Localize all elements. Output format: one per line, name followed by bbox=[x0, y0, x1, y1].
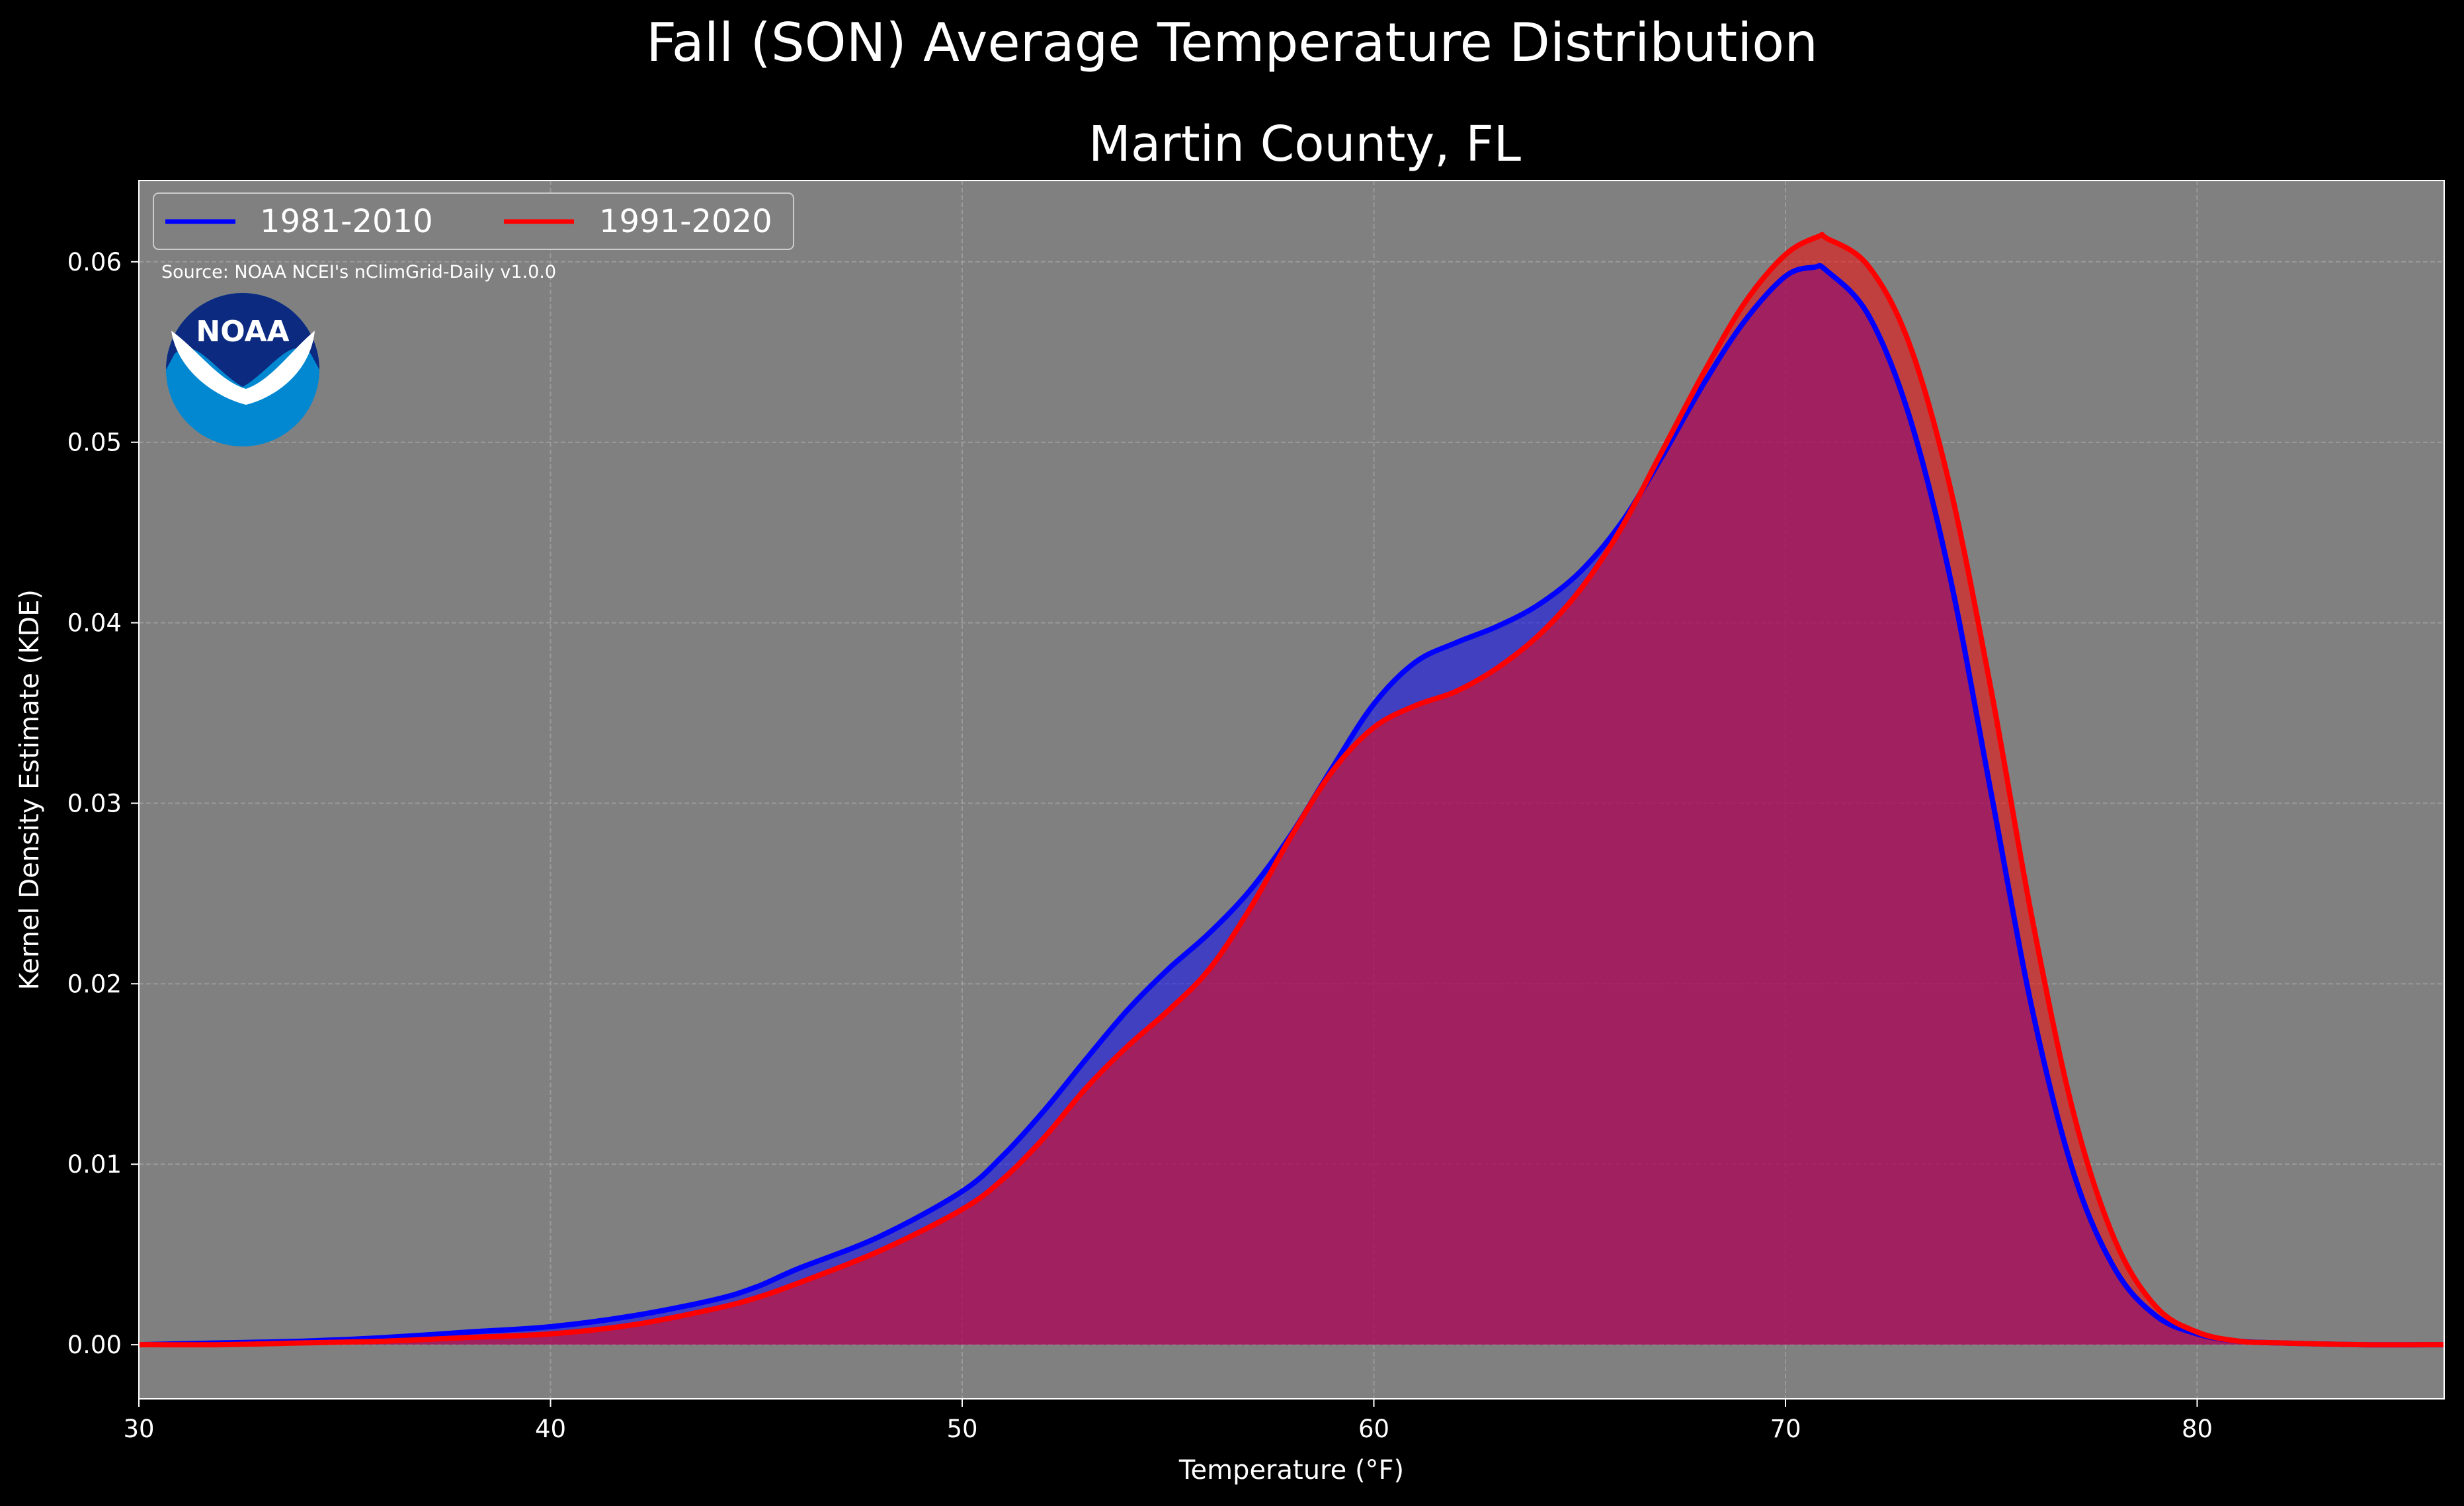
area-1991-2020 bbox=[139, 234, 2444, 1345]
legend-box bbox=[153, 192, 794, 250]
x-tick-label: 30 bbox=[123, 1415, 154, 1443]
y-tick-label: 0.00 bbox=[67, 1331, 122, 1359]
chart-title: Fall (SON) Average Temperature Distribut… bbox=[646, 12, 1818, 73]
y-axis: 0.00 0.01 0.02 0.03 0.04 0.05 0.06 bbox=[67, 248, 139, 1359]
y-tick-label: 0.04 bbox=[67, 609, 122, 638]
legend-label-1981-2010: 1981-2010 bbox=[260, 203, 433, 240]
x-tick-label: 60 bbox=[1358, 1415, 1389, 1443]
y-tick-label: 0.01 bbox=[67, 1150, 122, 1179]
x-tick-label: 50 bbox=[946, 1415, 977, 1443]
y-axis-label: Kernel Density Estimate (KDE) bbox=[15, 589, 45, 990]
legend-label-1991-2020: 1991-2020 bbox=[599, 203, 772, 240]
line-1981-2010 bbox=[138, 263, 2445, 1348]
density-areas bbox=[139, 234, 2444, 1345]
y-tick-label: 0.02 bbox=[67, 970, 122, 998]
y-tick-label: 0.05 bbox=[67, 429, 122, 457]
noaa-logo-text: NOAA bbox=[196, 315, 289, 349]
legend: 1981-2010 1991-2020 bbox=[153, 192, 794, 250]
x-axis: 30 40 50 60 70 80 bbox=[123, 1399, 2213, 1443]
y-tick-label: 0.06 bbox=[67, 248, 122, 276]
line-1991-2020 bbox=[138, 231, 2445, 1348]
x-tick-label: 40 bbox=[535, 1415, 566, 1443]
source-annotation: Source: NOAA NCEI's nClimGrid-Daily v1.0… bbox=[161, 262, 556, 282]
y-tick-label: 0.03 bbox=[67, 789, 122, 817]
density-lines bbox=[138, 231, 2445, 1348]
x-axis-label: Temperature (°F) bbox=[1178, 1455, 1404, 1485]
noaa-logo: NOAA bbox=[166, 293, 319, 446]
x-tick-label: 80 bbox=[2182, 1415, 2213, 1443]
x-tick-label: 70 bbox=[1770, 1415, 1801, 1443]
plot-frame bbox=[138, 180, 2445, 1400]
chart-subtitle: Martin County, FL bbox=[1088, 116, 1521, 173]
